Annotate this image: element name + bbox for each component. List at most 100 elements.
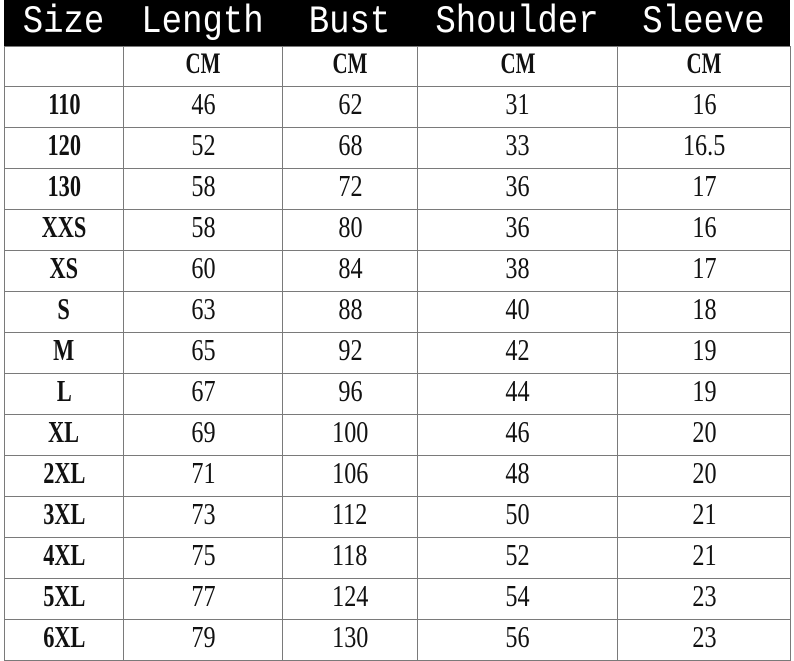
cell-text: 63 [190, 291, 216, 326]
table-row: L 67 96 44 19 [4, 373, 791, 415]
cell-text: 73 [190, 496, 216, 531]
cell-text: 75 [190, 537, 216, 572]
cell-text: 33 [505, 127, 530, 162]
table-cell: 58 [123, 168, 283, 210]
table-cell: 130 [282, 619, 418, 661]
table-cell: 3XL [4, 496, 124, 538]
cell-text: 44 [505, 373, 530, 408]
cell-text: CM [332, 47, 368, 81]
table-cell: 33 [417, 127, 618, 169]
table-cell: 92 [282, 332, 418, 374]
table-cell: 2XL [4, 455, 124, 497]
table-cell: 48 [417, 455, 618, 497]
cell-text: 2XL [42, 455, 86, 490]
cell-text: 62 [337, 86, 363, 121]
cell-text: 106 [331, 455, 369, 490]
cell-text: 67 [190, 373, 216, 408]
table-cell: 17 [617, 250, 791, 292]
column-header-shoulder: Shoulder [435, 1, 599, 45]
table-cell [4, 46, 124, 87]
cell-text: 52 [190, 127, 216, 162]
table-row: M 65 92 42 19 [4, 332, 791, 374]
table-cell: 36 [417, 209, 618, 251]
table-cell: 112 [282, 496, 418, 538]
cell-text: 40 [505, 291, 530, 326]
cell-text: 16.5 [682, 127, 726, 162]
table-cell: 88 [282, 291, 418, 333]
table-cell: 36 [417, 168, 618, 210]
cell-text: 88 [337, 291, 363, 326]
cell-text: 38 [505, 250, 530, 285]
table-cell: 38 [417, 250, 618, 292]
cell-text: 58 [190, 209, 216, 244]
cell-text: 68 [337, 127, 363, 162]
table-cell: 65 [123, 332, 283, 374]
cell-text: 36 [505, 168, 530, 203]
table-cell: 54 [417, 578, 618, 620]
table-cell: 110 [4, 86, 124, 128]
table-cell: CM [617, 46, 791, 87]
cell-text: 100 [331, 414, 369, 449]
cell-text: 69 [190, 414, 216, 449]
table-cell: 69 [123, 414, 283, 456]
table-cell: XS [4, 250, 124, 292]
cell-text: 96 [337, 373, 363, 408]
column-header-bust: Bust [308, 1, 391, 45]
table-cell: 124 [282, 578, 418, 620]
table-row: 4XL 75 118 52 21 [4, 537, 791, 579]
table-cell: 118 [282, 537, 418, 579]
table-cell: 23 [617, 619, 791, 661]
column-header-sleeve: Sleeve [642, 1, 765, 45]
table-cell: 19 [617, 373, 791, 415]
table-cell: 21 [617, 496, 791, 538]
cell-text: 21 [691, 496, 717, 531]
cell-text: 6XL [42, 619, 86, 654]
cell-text: 130 [47, 168, 81, 203]
table-cell: M [4, 332, 124, 374]
cell-text: 23 [691, 619, 717, 654]
table-cell: 73 [123, 496, 283, 538]
table-cell: S [4, 291, 124, 333]
table-cell: 60 [123, 250, 283, 292]
cell-text: 80 [337, 209, 363, 244]
table-cell: 18 [617, 291, 791, 333]
table-cell: 75 [123, 537, 283, 579]
table-cell: 42 [417, 332, 618, 374]
cell-text: 77 [190, 578, 216, 613]
table-cell: 23 [617, 578, 791, 620]
table-cell: L [4, 373, 124, 415]
table-cell: 56 [417, 619, 618, 661]
table-cell: 6XL [4, 619, 124, 661]
cell-text: 58 [190, 168, 216, 203]
cell-text: XS [49, 250, 79, 285]
cell-text: 16 [691, 86, 717, 121]
cell-text: 20 [691, 414, 717, 449]
size-chart: Size Length Bust Shoulder Sleeve CM CM CM CM 110… [4, 0, 791, 661]
table-cell: 63 [123, 291, 283, 333]
table-cell: 46 [123, 86, 283, 128]
table-row: 2XL 71 106 48 20 [4, 455, 791, 497]
table-cell: 80 [282, 209, 418, 251]
table-cell: 120 [4, 127, 124, 169]
table-cell: 106 [282, 455, 418, 497]
table-cell: 31 [417, 86, 618, 128]
column-header-length: Length [141, 1, 264, 45]
table-cell: 19 [617, 332, 791, 374]
table-cell: 50 [417, 496, 618, 538]
cell-text: M [53, 332, 75, 367]
cell-text: CM [185, 47, 221, 81]
cell-text: 72 [337, 168, 363, 203]
cell-text: 36 [505, 209, 530, 244]
unit-row: CM CM CM CM [4, 46, 791, 87]
cell-text: 84 [337, 250, 363, 285]
cell-text: 79 [190, 619, 216, 654]
cell-text: 19 [691, 332, 717, 367]
table-row: 6XL 79 130 56 23 [4, 619, 791, 661]
cell-text: 71 [190, 455, 216, 490]
table-cell: 79 [123, 619, 283, 661]
table-row: XL 69 100 46 20 [4, 414, 791, 456]
size-table: CM CM CM CM 110 46 62 31 16 120 52 68 33 16.5 130 58 72 3… [4, 46, 791, 661]
table-cell: 52 [417, 537, 618, 579]
table-cell: XXS [4, 209, 124, 251]
cell-text: 56 [505, 619, 530, 654]
